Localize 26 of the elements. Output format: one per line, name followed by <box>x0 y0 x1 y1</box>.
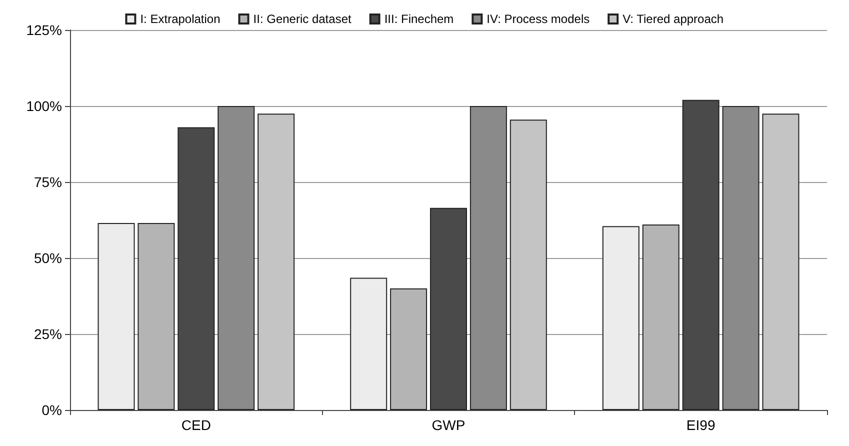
bar <box>138 223 175 410</box>
bar <box>350 278 388 410</box>
y-tick-label: 50% <box>34 250 62 266</box>
x-tick-label: CED <box>181 417 211 433</box>
legend-label: V: Tiered approach <box>622 12 724 26</box>
y-tick-label: 0% <box>42 402 62 418</box>
legend-label: IV: Process models <box>486 12 590 26</box>
bar <box>390 288 428 410</box>
x-tick-label: GWP <box>432 417 466 433</box>
y-tick-label: 100% <box>26 98 62 114</box>
x-tick-label: EI99 <box>686 417 716 433</box>
y-tick-label: 75% <box>34 174 62 190</box>
legend-label: III: Finechem <box>384 12 454 26</box>
bar <box>470 106 507 410</box>
bar <box>642 224 680 410</box>
bar <box>98 223 135 410</box>
legend-label: II: Generic dataset <box>253 12 352 26</box>
bar <box>258 114 295 410</box>
bar <box>602 226 640 410</box>
bar <box>218 106 255 410</box>
bar <box>510 120 547 410</box>
bar <box>762 114 800 410</box>
y-tick-label: 25% <box>34 326 62 342</box>
y-tick-label: 125% <box>26 22 62 38</box>
bar <box>722 106 760 410</box>
legend-label: I: Extrapolation <box>140 12 220 26</box>
